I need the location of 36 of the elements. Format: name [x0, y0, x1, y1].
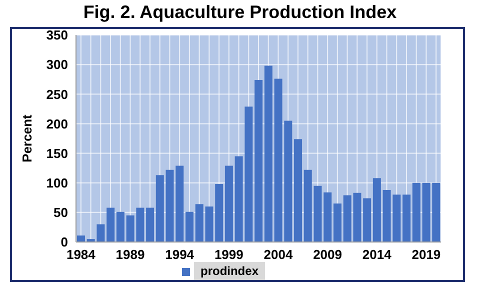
- y-tick-label: 0: [60, 234, 68, 250]
- x-tick-label: 2014: [362, 247, 392, 262]
- bar: [324, 192, 332, 242]
- x-tick-label: 2019: [412, 247, 441, 262]
- bar: [186, 212, 194, 242]
- x-tick-label: 2009: [313, 247, 342, 262]
- y-tick-label: 100: [46, 175, 68, 190]
- y-tick-label: 150: [46, 146, 68, 161]
- bar: [402, 194, 411, 242]
- bar: [333, 204, 342, 242]
- y-tick-label: 200: [46, 116, 68, 132]
- y-tick-label: 300: [46, 57, 68, 72]
- x-tick-label: 1984: [66, 247, 96, 262]
- y-tick-label: 250: [46, 86, 68, 102]
- bar: [264, 66, 272, 242]
- bar: [372, 178, 381, 242]
- legend-label: prodindex: [194, 262, 264, 280]
- chart-title: Fig. 2. Aquaculture Production Index: [82, 2, 398, 23]
- bar: [215, 184, 224, 242]
- bar: [106, 208, 115, 242]
- bar: [156, 175, 164, 242]
- bar: [224, 166, 233, 242]
- bar: [254, 80, 263, 242]
- bar: [363, 198, 372, 242]
- x-tick-label: 2004: [264, 247, 294, 262]
- bar: [294, 139, 302, 242]
- bar: [116, 212, 124, 242]
- y-axis-title: Percent: [20, 114, 35, 162]
- y-tick-label: 50: [54, 205, 68, 220]
- x-tick-label: 1994: [165, 247, 195, 262]
- x-tick-label: 1999: [214, 247, 244, 262]
- x-tick-label: 1989: [116, 247, 145, 262]
- y-tick-label: 350: [46, 28, 68, 43]
- bar: [412, 182, 420, 242]
- bar: [146, 208, 154, 242]
- bar: [76, 235, 85, 242]
